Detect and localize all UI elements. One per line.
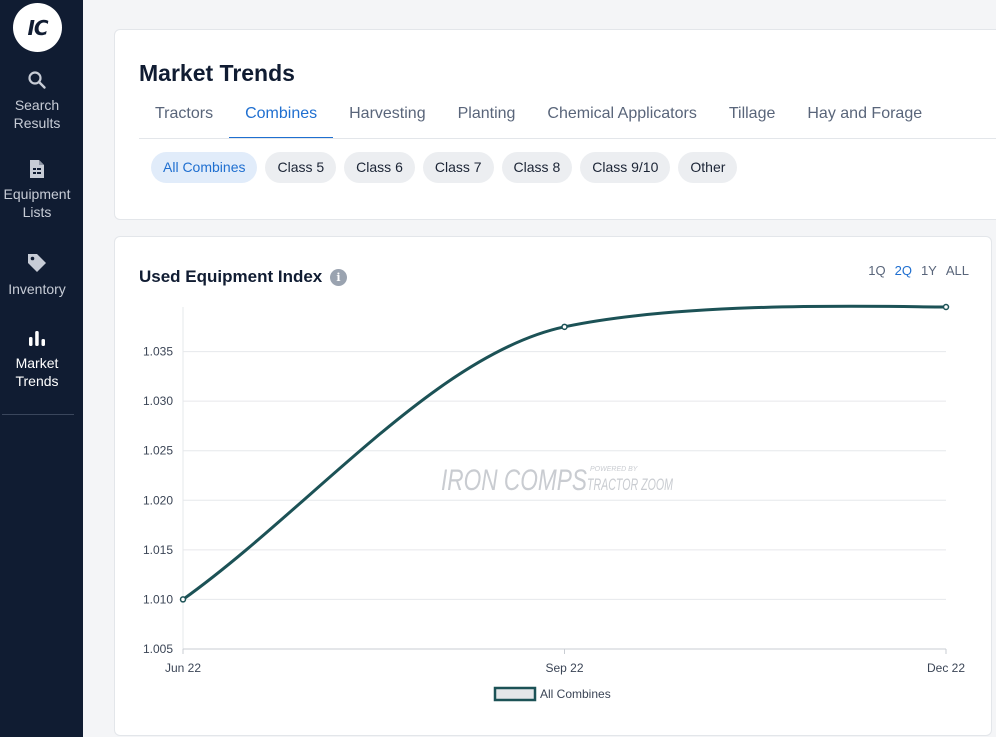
watermark-main: IRON COMPS — [441, 464, 587, 497]
series-line-all-combines — [182, 304, 947, 601]
data-point[interactable] — [561, 323, 568, 331]
sidebar-divider — [2, 414, 74, 415]
range-1q[interactable]: 1Q — [868, 263, 886, 278]
data-point[interactable] — [942, 303, 950, 311]
sidebar: IC Search Results Equipment Lists Invent… — [0, 0, 83, 737]
chart-grid — [183, 351, 946, 650]
y-tick-label: 1.025 — [143, 444, 173, 458]
tab-tillage[interactable]: Tillage — [728, 105, 776, 122]
y-tick-label: 1.020 — [143, 493, 173, 507]
market-trends-header-card: Market Trends Tractors Combines Harvesti… — [114, 29, 996, 220]
legend-label: All Combines — [540, 687, 611, 701]
tab-planting[interactable]: Planting — [457, 105, 516, 122]
legend-swatch — [493, 686, 537, 702]
chip-other[interactable]: Other — [678, 152, 738, 183]
watermark-powered: POWERED BY — [590, 466, 639, 473]
chip-class-9-10[interactable]: Class 9/10 — [580, 152, 671, 183]
chip-class-7[interactable]: Class 7 — [422, 152, 494, 183]
sidebar-item-label: Inventory — [8, 281, 66, 297]
range-2q[interactable]: 2Q — [894, 263, 912, 278]
sidebar-item-search-results[interactable]: Search Results — [0, 70, 74, 132]
chip-class-5[interactable]: Class 5 — [265, 152, 337, 183]
range-selector: 1Q 2Q 1Y ALL — [868, 263, 969, 278]
y-tick-label: 1.010 — [143, 592, 173, 606]
chart-series — [179, 303, 950, 603]
chart-legend[interactable]: All Combines — [493, 686, 611, 702]
range-1y[interactable]: 1Y — [920, 263, 937, 278]
tab-tractors[interactable]: Tractors — [155, 105, 214, 122]
chart-axes: 1.005 1.010 1.015 1.020 1.025 1.030 1.035 Jun 2… — [143, 307, 965, 675]
info-icon[interactable]: i — [330, 269, 347, 286]
y-tick-label: 1.005 — [143, 642, 173, 656]
watermark-sub: TRACTOR ZOOM — [587, 475, 674, 494]
tab-chemical-applicators[interactable]: Chemical Applicators — [547, 105, 697, 122]
sidebar-item-label: Market Trends — [15, 355, 59, 389]
x-tick-label: Dec 22 — [927, 661, 965, 675]
y-tick-label: 1.015 — [143, 543, 173, 557]
chart-title: Used Equipment Index — [139, 267, 323, 286]
data-point[interactable] — [179, 596, 187, 603]
y-tick-label: 1.030 — [143, 394, 173, 408]
logo-text: IC — [27, 15, 48, 40]
used-equipment-index-card: Used Equipment Index i 1Q 2Q 1Y ALL 1.00… — [114, 236, 992, 736]
search-icon — [28, 71, 46, 89]
class-filter-chips: All Combines Class 5 Class 6 Class 7 Cla… — [151, 152, 738, 183]
chip-class-6[interactable]: Class 6 — [344, 152, 415, 183]
tab-harvesting[interactable]: Harvesting — [349, 105, 426, 122]
sidebar-item-market-trends[interactable]: Market Trends — [0, 328, 74, 390]
x-tick-label: Jun 22 — [165, 661, 201, 675]
document-icon — [30, 160, 44, 178]
tabs-divider — [139, 138, 996, 139]
chart-watermark: IRON COMPS POWERED BY TRACTOR ZOOM — [441, 464, 674, 497]
tag-icon — [28, 254, 46, 272]
y-tick-label: 1.035 — [143, 345, 173, 359]
category-tabs: Tractors Combines Harvesting Planting Ch… — [139, 100, 938, 140]
sidebar-item-inventory[interactable]: Inventory — [0, 252, 74, 298]
iron-comps-logo[interactable]: IC — [13, 3, 62, 52]
x-tick-label: Sep 22 — [545, 661, 583, 675]
page-title: Market Trends — [139, 60, 295, 86]
sidebar-item-equipment-lists[interactable]: Equipment Lists — [0, 159, 74, 221]
tab-hay-and-forage[interactable]: Hay and Forage — [807, 105, 923, 122]
range-all[interactable]: ALL — [945, 263, 969, 278]
chip-class-8[interactable]: Class 8 — [501, 152, 573, 183]
line-chart: 1.005 1.010 1.015 1.020 1.025 1.030 1.035 Jun 2… — [143, 303, 965, 702]
bar-chart-icon — [29, 331, 45, 346]
sidebar-item-label: Search Results — [13, 97, 61, 131]
sidebar-item-label: Equipment Lists — [3, 186, 71, 220]
tab-combines[interactable]: Combines — [229, 100, 334, 139]
chip-all-combines[interactable]: All Combines — [151, 152, 258, 183]
